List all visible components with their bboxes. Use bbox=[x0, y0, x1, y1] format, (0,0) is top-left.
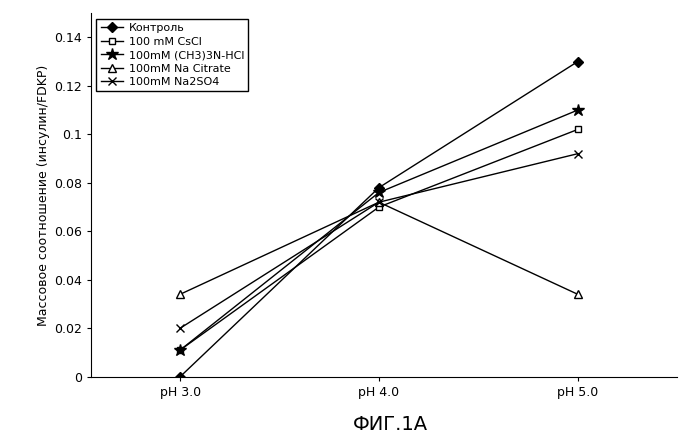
100 mM CsCl bbox=[375, 205, 383, 210]
Line: 100mM Na Citrate: 100mM Na Citrate bbox=[176, 198, 582, 298]
100mM Na Citrate bbox=[375, 200, 383, 205]
100 mM CsCl bbox=[176, 347, 184, 353]
100mM Na2SO4 bbox=[375, 200, 383, 205]
Text: ФИГ.1А: ФИГ.1А bbox=[353, 415, 429, 434]
Y-axis label: Массовое соотношение (инсулин/FDKP): Массовое соотношение (инсулин/FDKP) bbox=[36, 64, 50, 325]
Legend: Контроль, 100 mM CsCl, 100mM (CH3)3N-HCl, 100mM Na Citrate, 100mM Na2SO4: Контроль, 100 mM CsCl, 100mM (CH3)3N-HCl… bbox=[96, 19, 248, 92]
Line: Контроль: Контроль bbox=[177, 58, 581, 380]
100mM Na2SO4 bbox=[574, 151, 582, 156]
100 mM CsCl bbox=[574, 127, 582, 132]
Line: 100 mM CsCl: 100 mM CsCl bbox=[177, 126, 581, 353]
Line: 100mM Na2SO4: 100mM Na2SO4 bbox=[176, 149, 582, 332]
100mM (CH3)3N-HCl bbox=[375, 190, 383, 195]
100mM Na2SO4 bbox=[176, 325, 184, 331]
Line: 100mM (CH3)3N-HCl: 100mM (CH3)3N-HCl bbox=[174, 104, 584, 356]
100mM (CH3)3N-HCl bbox=[176, 347, 184, 353]
100mM Na Citrate bbox=[176, 292, 184, 297]
Контроль bbox=[574, 59, 582, 64]
100mM Na Citrate bbox=[574, 292, 582, 297]
Контроль bbox=[176, 374, 184, 379]
Контроль bbox=[375, 185, 383, 190]
100mM (CH3)3N-HCl bbox=[574, 107, 582, 113]
